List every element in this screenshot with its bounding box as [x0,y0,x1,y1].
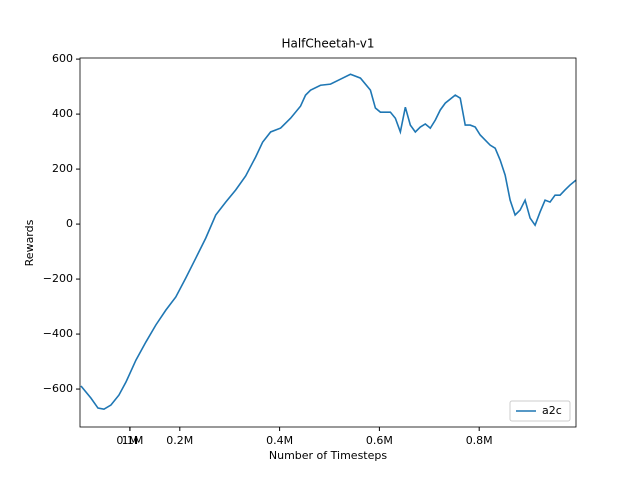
y-tick-label: 600 [52,52,73,65]
x-axis-label: Number of Timesteps [269,449,387,462]
x-tick-label: 0.1M [116,434,143,447]
x-tick-label: 0.4M [266,434,293,447]
line [80,73,577,410]
x-tick-label: 0.6M [366,434,393,447]
legend-label: a2c [542,404,562,417]
y-tick-label: 200 [52,162,73,175]
y-tick-label: −600 [43,382,73,395]
x-tick-label: 0.8M [466,434,493,447]
legend-box [509,400,571,422]
plot-frame [79,57,577,428]
chart-title: HalfCheetah-v1 [281,37,374,51]
y-tick-label: −200 [43,272,73,285]
y-tick-label: −400 [43,327,73,340]
x-tick-label: 1M [122,434,139,447]
y-tick-label: 400 [52,107,73,120]
y-axis-label: Rewards [23,219,36,266]
x-tick-label: 0.2M [166,434,193,447]
y-tick-label: 0 [66,217,73,230]
